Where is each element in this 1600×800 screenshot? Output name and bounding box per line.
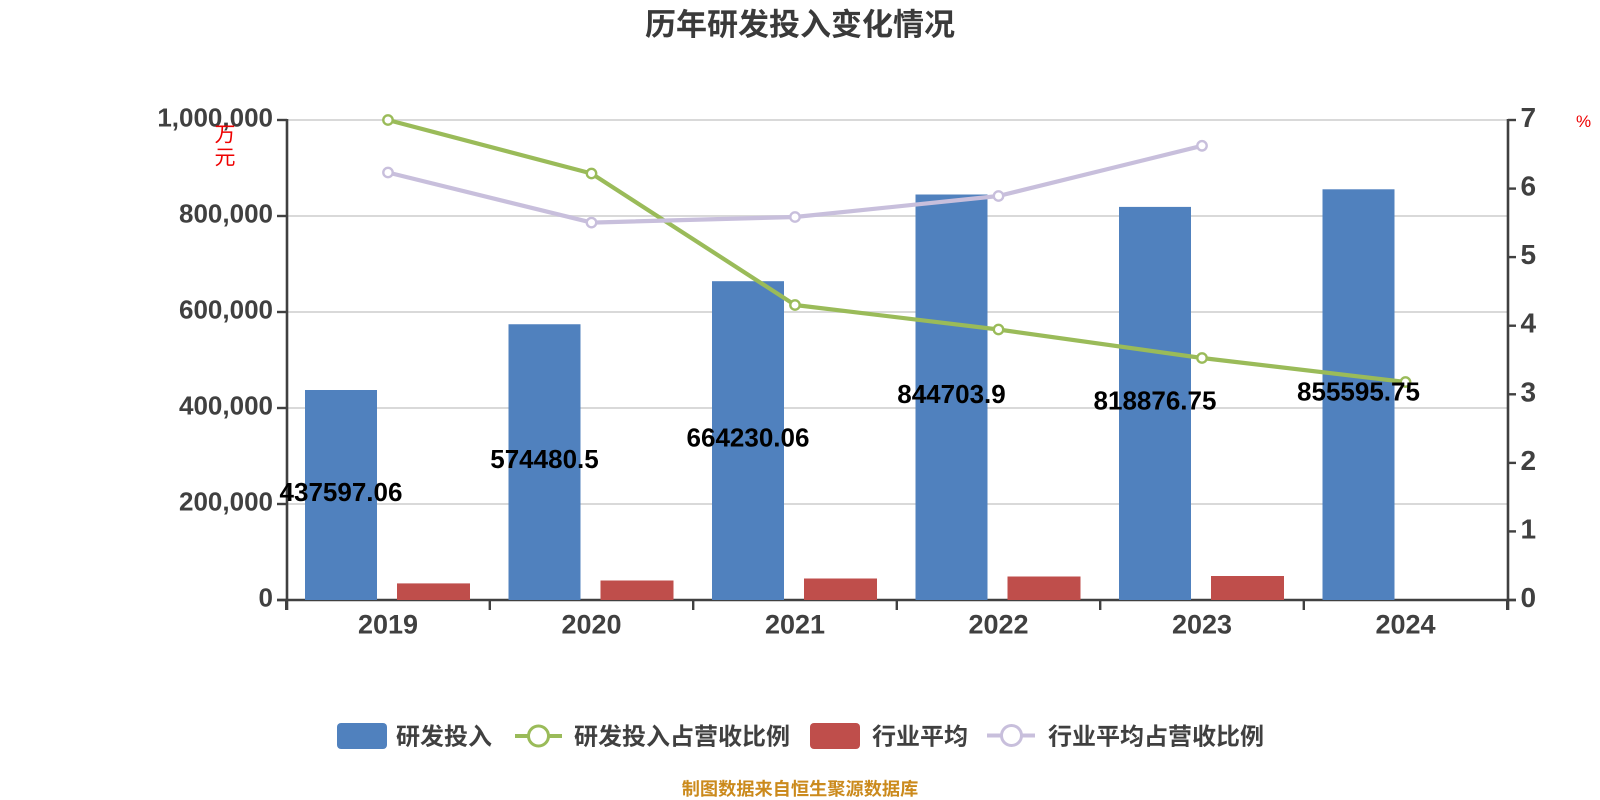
svg-text:2021: 2021 [765, 610, 825, 640]
svg-text:3: 3 [1521, 376, 1537, 407]
svg-text:1,000,000: 1,000,000 [157, 103, 273, 133]
svg-text:800,000: 800,000 [179, 199, 273, 229]
svg-text:664230.06: 664230.06 [687, 423, 810, 453]
svg-text:2024: 2024 [1375, 610, 1435, 640]
svg-text:2022: 2022 [968, 610, 1028, 640]
svg-text:6: 6 [1521, 171, 1537, 202]
svg-text:855595.75: 855595.75 [1297, 377, 1420, 407]
svg-text:437597.06: 437597.06 [280, 477, 403, 507]
svg-text:1: 1 [1521, 513, 1537, 544]
svg-text:818876.75: 818876.75 [1094, 385, 1217, 415]
svg-text:%: % [1576, 112, 1591, 131]
svg-text:2: 2 [1521, 445, 1537, 476]
svg-text:5: 5 [1521, 239, 1537, 270]
svg-text:2019: 2019 [358, 610, 418, 640]
svg-text:600,000: 600,000 [179, 295, 273, 325]
svg-text:844703.9: 844703.9 [897, 379, 1005, 409]
svg-text:4: 4 [1521, 308, 1537, 339]
svg-text:574480.5: 574480.5 [490, 444, 598, 474]
svg-text:400,000: 400,000 [179, 391, 273, 421]
svg-text:2023: 2023 [1172, 610, 1232, 640]
svg-text:2020: 2020 [561, 610, 621, 640]
svg-text:0: 0 [1521, 582, 1537, 613]
svg-text:0: 0 [259, 583, 273, 613]
svg-text:7: 7 [1521, 102, 1537, 133]
svg-text:200,000: 200,000 [179, 487, 273, 517]
